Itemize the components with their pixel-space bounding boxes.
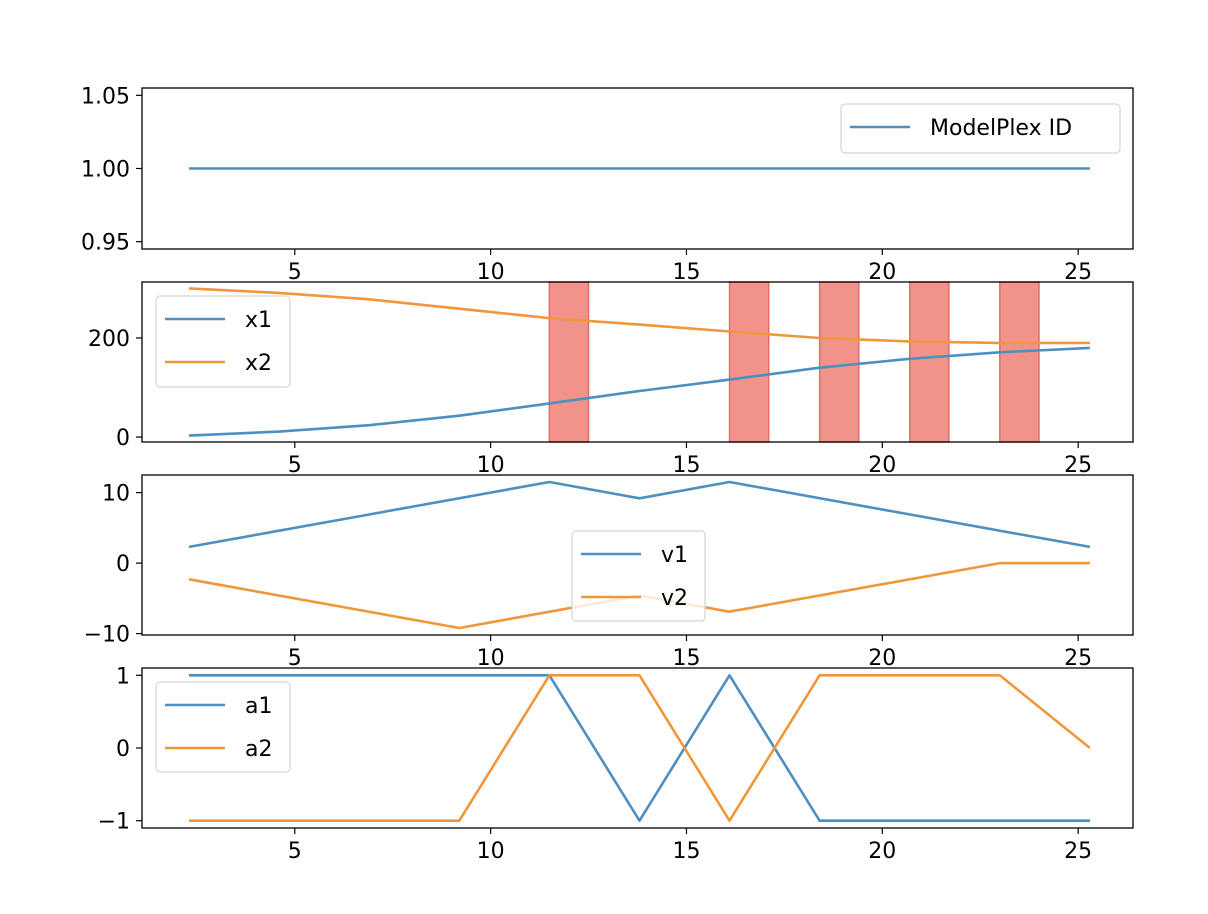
x-tick-label: 25 [1064,839,1092,864]
x-tick-label: 15 [672,646,700,671]
y-tick-label: 10 [102,482,130,507]
y-tick-label: 0 [116,426,130,451]
x-tick-label: 10 [477,839,505,864]
series-line-x1 [188,346,1090,437]
subplot-1: 5 10 15 20 25 0.95 1.00 1.05 ModelPlex ID [81,84,1134,285]
y-tick-label: −1 [98,810,130,835]
legend-label: v1 [661,543,688,568]
highlight-band-4 [908,281,950,443]
x-tick-label: 15 [672,839,700,864]
x-tick-label: 5 [288,453,302,478]
series-line-v1 [188,480,1091,549]
highlight-band-1 [548,281,590,443]
y-tick-label: 1.05 [81,84,130,109]
legend-box [840,103,1121,154]
subplot-2: 5 10 15 20 25 0 200 x1 x2 [88,281,1134,478]
y-tick-label: 1.00 [81,158,130,183]
highlight-band-5 [999,281,1040,443]
legend-label: ModelPlex ID [930,116,1072,141]
y-tick-label: 0.95 [81,231,130,256]
legend-label: x2 [245,351,272,376]
y-tick-label: 0 [116,737,130,762]
x-tick-label: 5 [288,646,302,671]
x-tick-label: 25 [1064,260,1092,285]
x-tick-label: 10 [477,260,505,285]
y-tick-label: 0 [116,552,130,577]
highlight-band-2 [728,281,770,443]
x-tick-label: 25 [1064,453,1092,478]
x-tick-label: 15 [672,453,700,478]
legend: v1 v2 [571,530,706,622]
x-tick-label: 25 [1064,646,1092,671]
x-tick-label: 10 [477,453,505,478]
x-tick-label: 20 [868,453,896,478]
axes-frame [141,474,1134,636]
legend-label: a2 [245,737,272,762]
highlight-band-3 [818,281,860,443]
legend-label: a1 [245,694,272,719]
x-tick-label: 10 [477,646,505,671]
subplot-3: 5 10 15 20 25 −10 0 10 v1 v2 [84,474,1134,671]
legend-label: x1 [245,308,272,333]
y-tick-label: 200 [88,327,130,352]
legend: a1 a2 [155,681,291,773]
series-line-a2 [189,673,1091,823]
y-tick-label: −10 [84,623,130,648]
legend-label: v2 [661,586,688,611]
series-line-x2 [188,287,1090,345]
x-tick-label: 5 [288,839,302,864]
x-tick-label: 20 [868,839,896,864]
axes-frame [141,667,1134,829]
y-tick-label: 1 [116,664,130,689]
axes-frame [141,281,1134,443]
x-tick-label: 20 [868,260,896,285]
x-tick-label: 15 [672,260,700,285]
legend: ModelPlex ID [840,103,1121,154]
x-tick-label: 20 [868,646,896,671]
series-line-a1 [189,673,1090,823]
x-tick-label: 5 [288,260,302,285]
legend: x1 x2 [155,295,291,388]
subplot-4: 5 10 15 20 25 −1 0 1 a1 a2 [98,664,1134,864]
